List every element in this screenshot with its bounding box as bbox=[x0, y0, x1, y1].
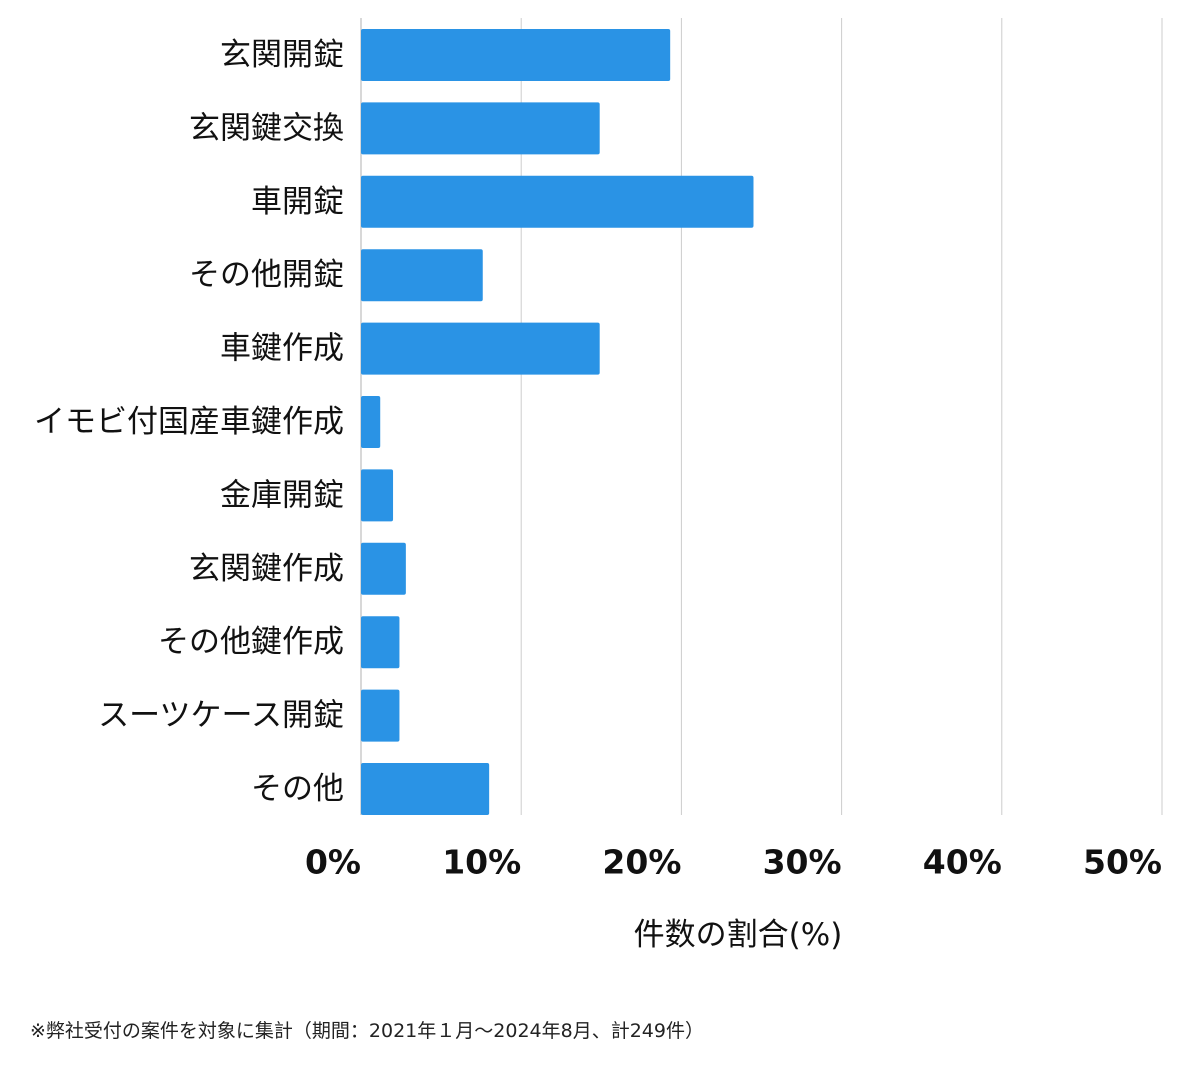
x-axis-title: 件数の割合(%) bbox=[634, 917, 843, 953]
category-label: その他開錠 bbox=[189, 257, 344, 293]
bar-chart: 玄関開錠玄関鍵交換車開錠その他開錠車鍵作成イモビ付国産車鍵作成金庫開錠玄関鍵作成… bbox=[34, 18, 1163, 953]
category-label: 玄関鍵交換 bbox=[189, 110, 344, 146]
x-tick-label: 50% bbox=[1083, 843, 1162, 882]
bar bbox=[361, 175, 754, 228]
x-tick-label: 20% bbox=[602, 843, 681, 882]
bar bbox=[361, 29, 671, 81]
bar bbox=[361, 102, 600, 155]
bar bbox=[361, 469, 394, 522]
bar bbox=[361, 689, 400, 742]
category-label: その他鍵作成 bbox=[158, 624, 344, 660]
category-label: 玄関鍵作成 bbox=[189, 551, 344, 587]
category-label: 車開錠 bbox=[251, 184, 344, 220]
category-label: イモビ付国産車鍵作成 bbox=[34, 404, 344, 440]
bar bbox=[361, 249, 483, 302]
footnote: ※弊社受付の案件を対象に集計（期間：2021年１月〜2024年8月、計249件） bbox=[30, 1020, 704, 1042]
x-tick-label: 40% bbox=[923, 843, 1002, 882]
bar bbox=[361, 322, 600, 375]
bar bbox=[361, 542, 406, 595]
category-label: 玄関開錠 bbox=[220, 37, 344, 73]
bar bbox=[361, 616, 400, 669]
bar bbox=[361, 396, 381, 448]
bar bbox=[361, 763, 490, 815]
category-label: 金庫開錠 bbox=[220, 477, 344, 513]
x-tick-label: 30% bbox=[763, 843, 842, 882]
category-label: その他 bbox=[251, 771, 344, 807]
category-label: スーツケース開錠 bbox=[98, 698, 344, 734]
x-tick-label: 10% bbox=[442, 843, 521, 882]
category-label: 車鍵作成 bbox=[220, 331, 344, 367]
x-tick-label: 0% bbox=[305, 843, 361, 882]
